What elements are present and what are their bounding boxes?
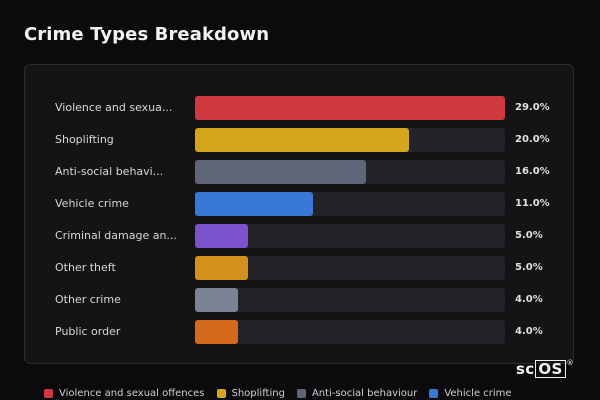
bar[interactable] — [195, 96, 505, 120]
bar-track — [195, 192, 505, 216]
bar[interactable] — [195, 192, 313, 216]
legend-swatch — [296, 388, 306, 398]
bar-track — [195, 96, 505, 120]
legend-swatch — [429, 388, 439, 398]
bar-value-label: 11.0% — [515, 198, 550, 209]
legend-item[interactable]: Anti-social behaviour — [296, 387, 418, 399]
chart-panel: Violence and sexua... 29.0% Shoplifting 20.… — [24, 64, 574, 364]
legend-swatch — [216, 388, 226, 398]
legend-item[interactable]: Shoplifting — [216, 387, 285, 399]
legend-swatch — [44, 388, 53, 398]
bar-row: Vehicle crime 11.0% — [25, 191, 573, 217]
legend-label: Vehicle crime — [444, 387, 512, 399]
bar-category-label: Violence and sexua... — [55, 101, 173, 114]
bar-category-label: Other theft — [55, 261, 116, 274]
bar-row: Other crime 4.0% — [25, 287, 573, 313]
brand-logo: sc OS ® — [516, 358, 574, 380]
legend-label: Shoplifting — [231, 387, 285, 399]
logo-prefix: sc — [516, 360, 535, 378]
legend-label: Violence and sexual offences — [59, 387, 205, 399]
legend-item[interactable]: Violence and sexual offences — [44, 388, 205, 399]
bar-category-label: Public order — [55, 325, 121, 338]
bar-category-label: Vehicle crime — [55, 197, 129, 210]
bar-row: Public order 4.0% — [25, 319, 573, 345]
bar-row: Criminal damage an... 5.0% — [25, 223, 573, 249]
legend-label: Anti-social behaviour — [311, 387, 418, 399]
bar[interactable] — [195, 224, 248, 248]
bar-value-label: 16.0% — [515, 166, 550, 177]
bar-value-label: 5.0% — [515, 262, 543, 273]
bar[interactable] — [195, 160, 366, 184]
bar-category-label: Other crime — [55, 293, 121, 306]
bar-value-label: 5.0% — [515, 230, 543, 241]
bar-track — [195, 128, 505, 152]
bar-track — [195, 288, 505, 312]
bar-track — [195, 256, 505, 280]
bar-row: Other theft 5.0% — [25, 255, 573, 281]
bar-category-label: Anti-social behavi... — [55, 165, 164, 178]
chart-title: Crime Types Breakdown — [24, 24, 270, 45]
bar[interactable] — [195, 320, 238, 344]
bar-category-label: Shoplifting — [55, 133, 114, 146]
bar[interactable] — [195, 288, 238, 312]
bar-value-label: 20.0% — [515, 134, 550, 145]
bar-track — [195, 320, 505, 344]
bar-track — [195, 224, 505, 248]
bar-rows: Violence and sexua... 29.0% Shoplifting 20.… — [25, 65, 573, 363]
logo-registered-mark: ® — [566, 359, 574, 367]
bar-track — [195, 160, 505, 184]
legend-item[interactable]: Vehicle crime — [429, 387, 512, 399]
bar-category-label: Criminal damage an... — [55, 229, 177, 242]
bar[interactable] — [195, 256, 248, 280]
bar[interactable] — [195, 128, 409, 152]
bar-value-label: 4.0% — [515, 294, 543, 305]
logo-boxed-text: OS — [535, 360, 566, 378]
bar-row: Anti-social behavi... 16.0% — [25, 159, 573, 185]
bar-value-label: 29.0% — [515, 102, 550, 113]
bar-row: Shoplifting 20.0% — [25, 127, 573, 153]
bar-row: Violence and sexua... 29.0% — [25, 95, 573, 121]
chart-legend: Violence and sexual offences Shoplifting A… — [44, 386, 524, 400]
bar-value-label: 4.0% — [515, 326, 543, 337]
